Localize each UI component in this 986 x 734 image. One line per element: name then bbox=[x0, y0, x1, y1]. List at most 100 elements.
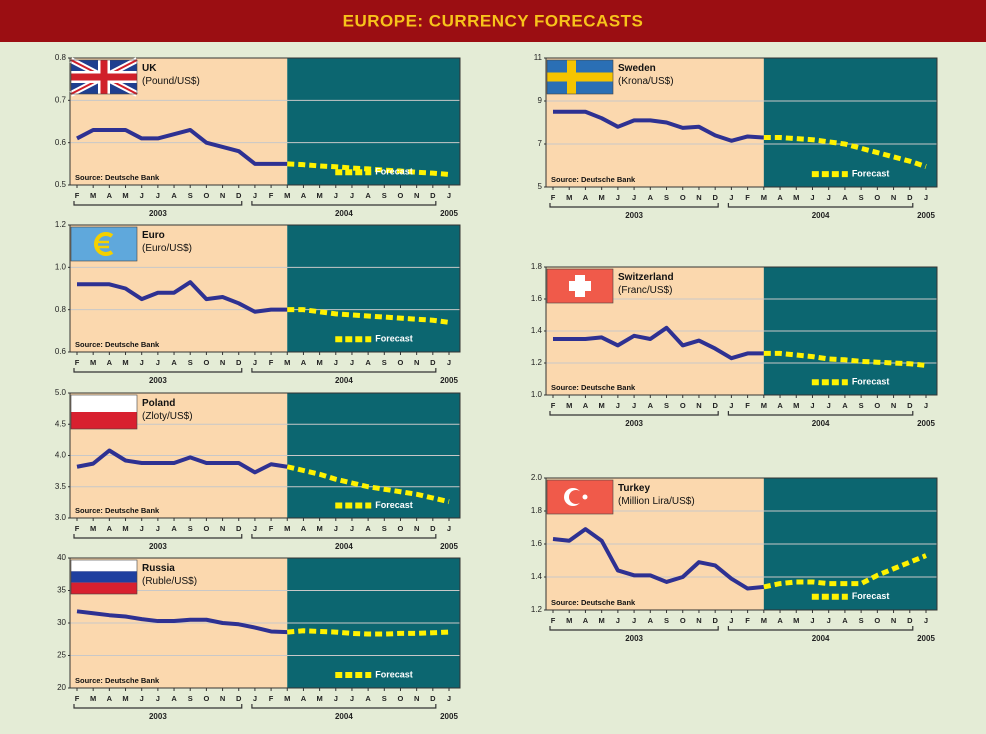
x-tick-label: M bbox=[284, 694, 290, 703]
x-tick-label: A bbox=[583, 616, 589, 625]
year-bracket bbox=[73, 534, 243, 539]
y-tick-label: 0.8 bbox=[55, 305, 67, 314]
x-tick-label: D bbox=[907, 193, 913, 202]
chart-subtitle: (Ruble/US$) bbox=[142, 576, 197, 587]
legend-label: Forecast bbox=[852, 377, 890, 387]
x-tick-label: O bbox=[398, 358, 404, 367]
x-tick-label: O bbox=[203, 191, 209, 200]
x-tick-label: M bbox=[761, 616, 767, 625]
y-tick-label: 1.2 bbox=[531, 358, 543, 367]
x-tick-label: J bbox=[334, 191, 338, 200]
year-label: 2005 bbox=[440, 542, 458, 551]
flag bbox=[94, 232, 114, 256]
legend-label: Forecast bbox=[852, 168, 890, 178]
plot-frame bbox=[69, 224, 461, 353]
x-tick-label: J bbox=[827, 401, 831, 410]
flag bbox=[582, 494, 588, 500]
year-bracket bbox=[73, 368, 243, 373]
actual-line bbox=[76, 609, 288, 635]
x-tick-label: D bbox=[907, 616, 913, 625]
x-tick-label: S bbox=[859, 616, 864, 625]
forecast-line bbox=[287, 628, 450, 637]
x-tick-label: N bbox=[891, 193, 896, 202]
x-tick-label: J bbox=[140, 524, 144, 533]
x-tick-label: A bbox=[365, 191, 371, 200]
x-tick-label: M bbox=[316, 358, 322, 367]
x-tick-label: J bbox=[350, 524, 354, 533]
x-tick-label: D bbox=[907, 401, 913, 410]
x-tick-label: J bbox=[810, 193, 814, 202]
source-note: Source: Deutsche Bank bbox=[551, 383, 636, 392]
x-tick-label: J bbox=[924, 616, 928, 625]
y-tick-label: 7 bbox=[538, 139, 543, 148]
x-tick-label: A bbox=[777, 401, 783, 410]
x-tick-label: J bbox=[140, 694, 144, 703]
x-tick-label: S bbox=[382, 694, 387, 703]
x-tick-label: A bbox=[842, 401, 848, 410]
x-tick-label: D bbox=[236, 358, 242, 367]
y-tick-label: 1.4 bbox=[531, 326, 543, 335]
x-tick-label: A bbox=[648, 401, 654, 410]
plot-frame bbox=[69, 57, 461, 186]
x-tick-label: J bbox=[350, 694, 354, 703]
actual-line bbox=[77, 280, 288, 314]
x-tick-label: S bbox=[859, 401, 864, 410]
chart-title: Euro bbox=[142, 230, 165, 241]
year-bracket bbox=[549, 626, 719, 631]
x-tick-label: J bbox=[253, 358, 257, 367]
chart-subtitle: (Franc/US$) bbox=[618, 285, 672, 296]
x-tick-label: O bbox=[203, 694, 209, 703]
x-tick-label: A bbox=[301, 694, 307, 703]
x-tick-label: S bbox=[664, 193, 669, 202]
x-tick-label: O bbox=[874, 401, 880, 410]
y-tick-label: 1.6 bbox=[531, 539, 543, 548]
x-tick-label: O bbox=[203, 358, 209, 367]
x-tick-label: O bbox=[398, 524, 404, 533]
x-tick-label: S bbox=[382, 524, 387, 533]
x-tick-label: M bbox=[90, 524, 96, 533]
x-tick-label: S bbox=[188, 191, 193, 200]
legend-label: Forecast bbox=[852, 591, 890, 601]
x-tick-label: J bbox=[334, 358, 338, 367]
x-tick-label: M bbox=[90, 358, 96, 367]
flag bbox=[569, 490, 583, 504]
flag bbox=[71, 395, 137, 412]
x-tick-label: J bbox=[140, 358, 144, 367]
x-tick-label: M bbox=[316, 524, 322, 533]
flag-border bbox=[70, 59, 138, 95]
x-tick-label: M bbox=[566, 401, 572, 410]
year-bracket bbox=[549, 203, 719, 208]
x-tick-label: J bbox=[447, 524, 451, 533]
x-tick-label: J bbox=[253, 191, 257, 200]
x-tick-label: S bbox=[188, 694, 193, 703]
year-label: 2003 bbox=[625, 419, 643, 428]
chart-subtitle: (Zloty/US$) bbox=[142, 411, 193, 422]
x-tick-label: J bbox=[616, 193, 620, 202]
x-tick-label: N bbox=[220, 524, 225, 533]
flag-border bbox=[70, 559, 138, 595]
x-tick-label: M bbox=[122, 358, 128, 367]
x-tick-label: J bbox=[632, 193, 636, 202]
chart-title: Poland bbox=[142, 398, 175, 409]
chart-subtitle: (Krona/US$) bbox=[618, 76, 674, 87]
x-tick-label: M bbox=[566, 193, 572, 202]
year-label: 2003 bbox=[149, 542, 167, 551]
x-tick-label: A bbox=[777, 193, 783, 202]
actual-line bbox=[553, 325, 764, 361]
x-tick-label: D bbox=[712, 193, 718, 202]
flag-border bbox=[546, 479, 614, 515]
y-tick-label: 20 bbox=[57, 683, 66, 692]
x-tick-label: O bbox=[874, 193, 880, 202]
flag bbox=[71, 571, 137, 583]
forecast-panel bbox=[287, 225, 460, 352]
y-tick-label: 1.2 bbox=[531, 605, 543, 614]
y-tick-label: 0.6 bbox=[55, 347, 67, 356]
x-tick-label: N bbox=[414, 358, 419, 367]
flag bbox=[547, 72, 613, 82]
x-tick-label: A bbox=[301, 191, 307, 200]
year-label: 2005 bbox=[440, 376, 458, 385]
flag-border bbox=[70, 226, 138, 262]
x-tick-label: D bbox=[430, 191, 436, 200]
source-note: Source: Deutsche Bank bbox=[75, 506, 160, 515]
page-title: EUROPE: CURRENCY FORECASTS bbox=[343, 11, 644, 30]
